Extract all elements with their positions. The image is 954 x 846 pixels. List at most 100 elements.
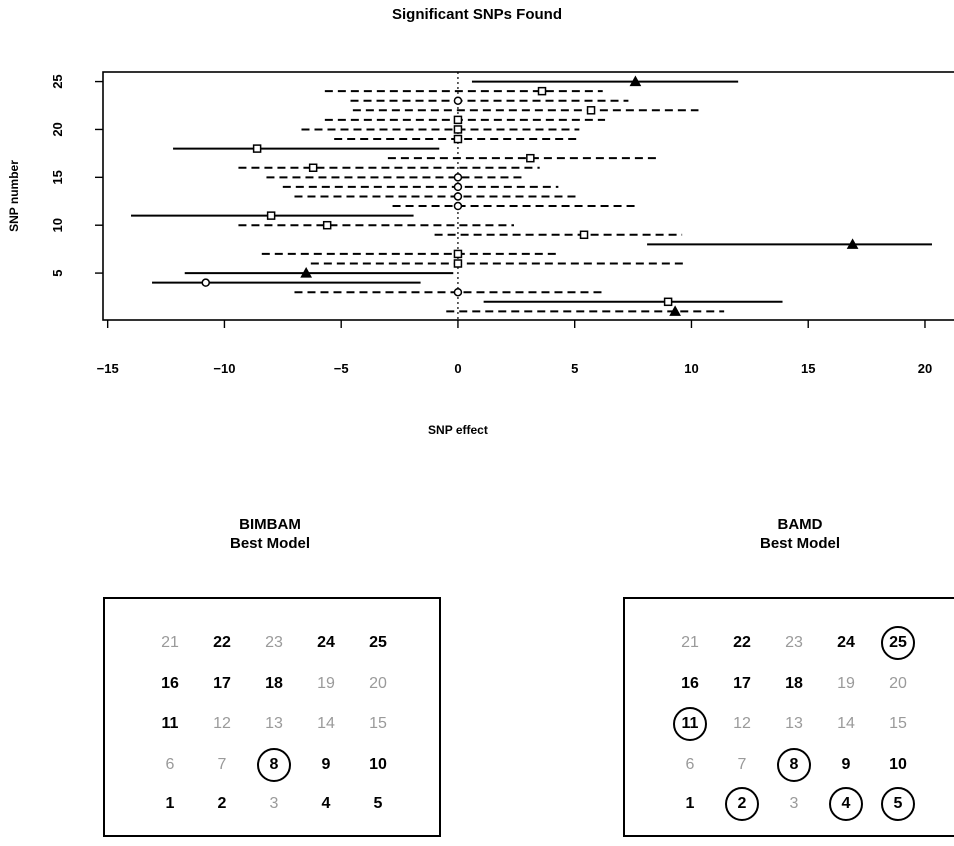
bamd-snp-18: 18	[785, 675, 803, 692]
x-tick-label: 10	[684, 361, 698, 376]
y-tick-label: 15	[50, 170, 65, 184]
bimbam-title-line: Best Model	[229, 535, 310, 552]
bamd-snp-6: 6	[685, 756, 695, 773]
bimbam-snp-1: 1	[165, 795, 175, 812]
bamd-snp-1: 1	[685, 795, 695, 812]
bamd-snp-19: 19	[837, 675, 855, 692]
estimate-snp-7	[453, 249, 463, 259]
bimbam-snp-3: 3	[269, 795, 279, 812]
y-axis-label: SNP number	[7, 160, 21, 232]
estimate-snp-25	[629, 75, 642, 87]
y-tick-label: 20	[50, 122, 65, 136]
bamd-snp-4: 4	[829, 787, 863, 821]
estimate-snp-17	[526, 153, 535, 163]
bamd-title-line: Best Model	[759, 535, 840, 552]
estimate-snp-11	[266, 211, 276, 220]
estimate-snp-19	[453, 134, 463, 144]
bimbam-snp-25: 25	[369, 634, 387, 651]
bimbam-best-model-grid: 21 22 23 24 25 16 17 18 19 20 11 12 13 14 15 6 7 8 9 10 1 2 3 4…	[103, 597, 441, 837]
bamd-snp-21: 21	[681, 634, 699, 651]
forest-plot: −15 −10 −5 0 5 10 15 20 5 10 15 20 25 SNP effect SNP n…	[7, 71, 954, 437]
y-tick-label: 10	[50, 218, 65, 232]
estimate-snp-6	[453, 259, 463, 268]
bimbam-title-line: BIMBAM	[239, 516, 301, 533]
bamd-snp-7: 7	[737, 756, 747, 773]
bamd-snp-17: 17	[733, 675, 751, 692]
bamd-snp-14: 14	[837, 715, 855, 732]
estimate-snp-21	[453, 115, 463, 125]
estimate-snp-1	[669, 305, 681, 316]
y-tick-label: 5	[50, 269, 65, 276]
bamd-snp-13: 13	[785, 715, 803, 732]
bamd-title-line: BAMD	[777, 516, 823, 533]
estimate-snp-2	[663, 297, 673, 307]
x-tick-label: 5	[571, 361, 578, 376]
estimate-snp-15	[453, 173, 463, 182]
bamd-snp-15: 15	[889, 715, 907, 732]
bamd-snp-16: 16	[681, 675, 699, 692]
bimbam-snp-10: 10	[369, 756, 387, 773]
bamd-snp-8: 8	[777, 748, 811, 782]
bimbam-snp-7: 7	[217, 756, 227, 773]
x-tick-label: 0	[454, 361, 461, 376]
bamd-snp-24: 24	[837, 634, 855, 651]
bamd-snp-20: 20	[889, 675, 907, 692]
estimate-snp-16	[308, 163, 318, 173]
bamd-snp-23: 23	[785, 634, 803, 651]
bamd-snp-11: 11	[673, 707, 707, 741]
plot-frame	[102, 71, 954, 321]
bimbam-snp-9: 9	[321, 756, 331, 773]
x-tick-label: −5	[334, 361, 349, 376]
x-tick-label: 20	[918, 361, 932, 376]
estimate-snp-5	[300, 267, 313, 278]
estimate-snp-4	[201, 278, 210, 287]
bimbam-snp-20: 20	[369, 675, 387, 692]
bimbam-snp-19: 19	[317, 675, 335, 692]
bimbam-snp-15: 15	[369, 715, 387, 732]
bimbam-snp-14: 14	[317, 715, 335, 732]
bimbam-snp-21: 21	[161, 634, 179, 651]
bamd-snp-2: 2	[725, 787, 759, 821]
bimbam-snp-18: 18	[265, 675, 283, 692]
bimbam-snp-8: 8	[257, 748, 291, 782]
x-tick-label: −15	[97, 361, 119, 376]
bimbam-snp-24: 24	[317, 634, 335, 651]
bimbam-snp-11: 11	[161, 715, 179, 732]
bimbam-snp-16: 16	[161, 675, 179, 692]
chart-title: Significant SNPs Found	[391, 6, 562, 23]
x-tick-label: −10	[213, 361, 235, 376]
bimbam-snp-23: 23	[265, 634, 283, 651]
bimbam-snp-17: 17	[213, 675, 231, 692]
estimate-snp-14	[453, 182, 463, 192]
estimate-snp-18	[252, 144, 262, 153]
x-tick-label: 15	[801, 361, 815, 376]
bimbam-snp-13: 13	[265, 715, 283, 732]
estimate-snp-10	[322, 220, 332, 230]
bimbam-snp-2: 2	[217, 795, 227, 812]
bamd-snp-22: 22	[733, 634, 751, 651]
estimate-snp-12	[453, 201, 463, 211]
bamd-snp-12: 12	[733, 715, 751, 732]
estimate-snp-24	[537, 86, 547, 96]
bimbam-snp-12: 12	[213, 715, 231, 732]
bimbam-snp-4: 4	[321, 795, 331, 812]
bimbam-snp-5: 5	[373, 795, 383, 812]
bamd-snp-25: 25	[881, 626, 915, 660]
estimate-snp-20	[453, 125, 463, 134]
bamd-snp-10: 10	[889, 756, 907, 773]
estimate-snp-3	[453, 287, 463, 297]
estimate-snp-23	[453, 96, 463, 105]
bamd-grid-title: BAMD Best Model	[650, 515, 950, 553]
bimbam-snp-22: 22	[213, 634, 231, 651]
bamd-snp-9: 9	[841, 756, 851, 773]
estimate-snp-22	[586, 106, 596, 115]
bamd-best-model-grid: 21 22 23 24 25 16 17 18 19 20 11 12 13 14 15 6 7 8 9 10 1 2 3 4…	[623, 597, 954, 837]
estimate-snp-9	[579, 230, 589, 240]
estimate-snp-8	[846, 238, 859, 249]
y-tick-label: 25	[50, 74, 65, 88]
bamd-snp-5: 5	[881, 787, 915, 821]
bimbam-snp-6: 6	[165, 756, 175, 773]
bimbam-grid-title: BIMBAM Best Model	[120, 515, 420, 553]
estimate-snp-13	[453, 192, 463, 201]
bamd-snp-3: 3	[789, 795, 799, 812]
